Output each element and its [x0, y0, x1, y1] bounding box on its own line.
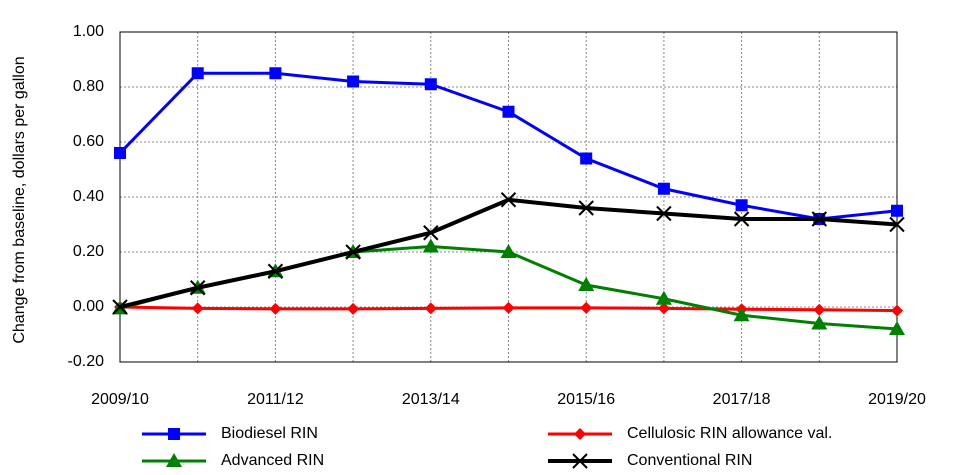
y-tick-label: -0.20 [68, 353, 105, 370]
marker [166, 453, 182, 467]
marker [347, 75, 360, 88]
x-tick-label: 2017/18 [713, 391, 771, 408]
marker [574, 428, 586, 440]
marker [572, 453, 588, 469]
marker [112, 299, 128, 315]
y-tick-label: 0.20 [73, 243, 104, 260]
marker [733, 211, 750, 227]
legend-label: Advanced RIN [221, 452, 324, 469]
y-tick-label: 0.40 [73, 188, 104, 205]
x-tick-label: 2015/16 [557, 391, 615, 408]
x-tick-label: 2013/14 [402, 391, 460, 408]
y-tick-label: 0.80 [73, 78, 104, 95]
y-axis-label: Change from baseline, dollars per gallon [11, 56, 28, 343]
marker [811, 211, 828, 227]
marker [422, 238, 439, 253]
marker [813, 303, 826, 316]
marker [502, 301, 515, 314]
marker [114, 147, 126, 159]
y-tick-label: 0.60 [73, 133, 104, 150]
marker [580, 152, 593, 165]
plot-border [119, 31, 898, 363]
marker [655, 290, 672, 305]
marker [347, 302, 360, 315]
marker [578, 200, 594, 216]
marker [267, 263, 284, 279]
marker [657, 182, 670, 195]
marker [424, 78, 437, 91]
marker [735, 199, 748, 212]
marker [891, 304, 903, 317]
marker [811, 315, 828, 330]
marker [424, 302, 437, 315]
marker [168, 428, 180, 440]
y-tick-label: 1.00 [73, 23, 104, 40]
legend-label: Cellulosic RIN allowance val. [627, 425, 832, 442]
marker [580, 301, 593, 314]
marker [189, 280, 206, 296]
marker [889, 321, 905, 335]
marker [889, 216, 905, 233]
legend-label: Biodiesel RIN [221, 425, 318, 442]
marker [657, 302, 670, 315]
x-tick-label: 2009/10 [91, 391, 149, 408]
marker [500, 244, 517, 258]
x-tick-label: 2011/12 [247, 391, 304, 408]
marker [191, 67, 204, 80]
y-tick-label: 0.00 [73, 298, 104, 315]
marker [733, 307, 750, 322]
marker [345, 244, 361, 260]
marker [423, 225, 439, 241]
marker [269, 67, 282, 80]
marker [500, 192, 517, 208]
marker [578, 277, 595, 291]
legend-label: Conventional RIN [627, 452, 752, 469]
x-tick-label: 2019/20 [868, 391, 926, 408]
marker [656, 205, 672, 222]
marker [891, 204, 903, 217]
marker [502, 105, 515, 118]
marker [269, 302, 282, 315]
marker [191, 302, 204, 315]
